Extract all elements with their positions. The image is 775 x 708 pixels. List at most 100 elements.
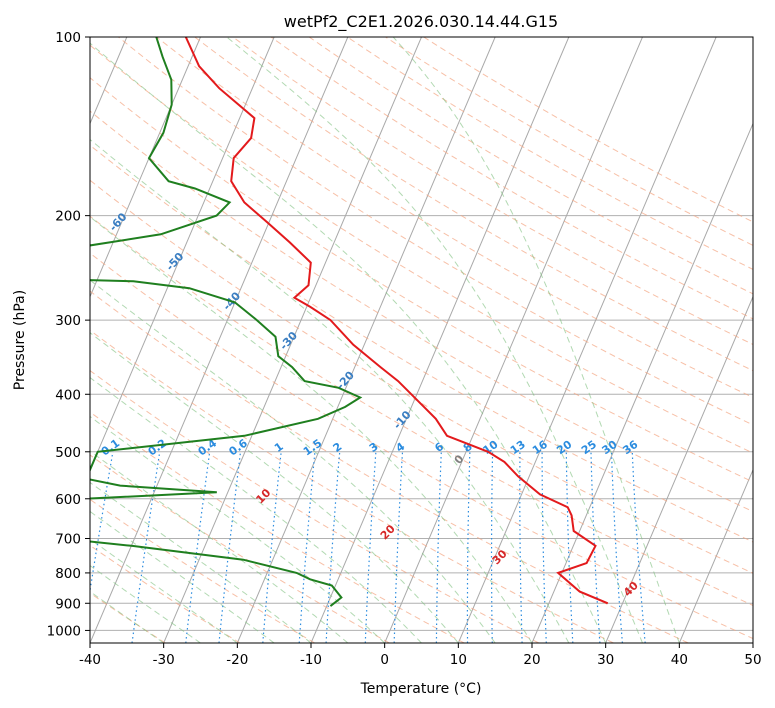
x-tick-label: -10 — [300, 652, 322, 668]
mixing-ratio-line — [519, 451, 523, 643]
x-tick-label: 30 — [597, 652, 614, 668]
dry-adiabat-label: 40 — [621, 579, 641, 599]
dry-adiabat-line — [156, 37, 753, 399]
mixing-ratio-line — [631, 451, 646, 643]
isotherm-line — [163, 37, 422, 643]
chart-title: wetPf2_C2E1.2026.030.14.44.G15 — [284, 12, 558, 32]
dry-adiabat-line — [90, 44, 753, 454]
isotherm-line — [605, 295, 753, 643]
mixing-ratio-label: 13 — [508, 438, 528, 457]
mixing-ratio-label: 4 — [393, 440, 407, 455]
mixing-ratio-line — [466, 451, 471, 643]
moist-adiabat-line — [90, 481, 312, 643]
mixing-ratio-label: 30 — [600, 438, 620, 458]
y-tick-label: 900 — [55, 596, 81, 612]
y-tick-label: 1000 — [47, 623, 81, 639]
mixing-ratio-line — [185, 451, 211, 643]
dry-adiabat-line — [90, 411, 465, 643]
y-tick-label: 200 — [55, 209, 81, 225]
moist-adiabat-line — [90, 376, 422, 643]
isotherm-label: -60 — [107, 210, 130, 234]
isotherm-label: -10 — [391, 408, 414, 432]
mixing-ratio-line — [262, 451, 282, 643]
dry-adiabat-line — [90, 369, 540, 643]
mixing-ratio-line — [364, 451, 377, 643]
mixing-ratio-line — [590, 451, 601, 643]
mixing-ratio-label: 20 — [554, 438, 574, 458]
mixing-ratio-line — [435, 451, 442, 643]
mixing-ratio-label: 2 — [331, 440, 345, 455]
x-tick-label: 0 — [380, 652, 389, 668]
mixing-ratio-label: 1.5 — [301, 437, 324, 459]
isotherm-label: -70 — [50, 171, 73, 195]
isotherm-line — [457, 37, 717, 643]
moist-adiabat-line — [90, 42, 607, 643]
dry-adiabat-line — [308, 37, 753, 295]
moist-adiabat-line — [90, 279, 496, 643]
mixing-ratio-label: 6 — [432, 440, 446, 455]
y-tick-label: 100 — [55, 30, 81, 46]
dry-adiabat-line — [90, 215, 753, 606]
moist-adiabat-line — [226, 37, 643, 643]
dry-adiabat-line — [194, 37, 753, 372]
mixing-ratio-label: 0.2 — [146, 437, 169, 459]
dry-adiabat-line — [90, 329, 614, 643]
dry-adiabat-line — [90, 179, 753, 574]
x-tick-label: 40 — [671, 652, 688, 668]
isotherm-line — [236, 37, 496, 643]
isotherm-line — [752, 641, 753, 643]
mixing-ratio-label: 36 — [620, 438, 640, 458]
mixing-ratio-line — [298, 451, 316, 643]
moist-adiabat-line — [90, 216, 533, 643]
isotherm-line — [90, 37, 275, 472]
dry-adiabat-line — [90, 110, 753, 513]
dry-adiabat-label: 10 — [253, 486, 273, 506]
dry-adiabat-line — [90, 252, 753, 640]
dry-adiabat-line — [232, 37, 753, 346]
isotherm-label: -80 — [0, 131, 16, 155]
moist-adiabat-line — [90, 538, 238, 643]
mixing-ratio-line — [490, 451, 494, 643]
dry-adiabat-line — [118, 37, 753, 426]
moist-adiabat-line — [90, 510, 275, 643]
mixing-ratio-line — [610, 451, 623, 643]
isotherm-line — [531, 122, 753, 643]
dewpoint-profile-line — [90, 37, 363, 607]
isotherm-line — [384, 37, 643, 643]
plot-frame — [89, 36, 754, 644]
isotherm-line — [678, 468, 753, 643]
mixing-ratio-line — [325, 451, 341, 643]
mixing-ratio-label: 3 — [367, 440, 381, 455]
dry-adiabat-label: 30 — [490, 547, 510, 567]
mixing-ratio-label: 25 — [579, 438, 599, 457]
y-tick-label: 800 — [55, 566, 81, 582]
y-axis-label: Pressure (hPa) — [12, 290, 28, 390]
moist-adiabat-line — [392, 37, 680, 643]
isotherm-label: -50 — [163, 250, 186, 274]
dry-adiabat-line — [385, 37, 753, 246]
y-tick-label: 600 — [55, 492, 81, 508]
x-tick-label: -40 — [79, 652, 101, 668]
dry-adiabat-line — [270, 37, 753, 320]
moist-adiabat-line — [90, 590, 164, 643]
y-tick-label: 700 — [55, 532, 81, 548]
mixing-ratio-line — [541, 451, 547, 643]
isotherm-line — [90, 37, 201, 298]
x-tick-label: -20 — [226, 652, 248, 668]
mixing-ratio-label: 1 — [272, 440, 286, 455]
dry-adiabat-line — [90, 77, 753, 483]
x-tick-label: -30 — [153, 652, 175, 668]
isotherm-line — [310, 37, 570, 643]
dry-adiabat-line — [90, 144, 753, 543]
dry-adiabat-line — [90, 498, 315, 643]
x-axis-label: Temperature (°C) — [360, 681, 482, 697]
isotherm-line — [90, 37, 349, 643]
y-tick-label: 400 — [55, 387, 81, 403]
x-tick-label: 50 — [744, 652, 761, 668]
mixing-ratio-line — [218, 451, 242, 643]
mixing-ratio-line — [90, 451, 114, 595]
y-tick-label: 500 — [55, 445, 81, 461]
dry-adiabat-line — [90, 544, 241, 643]
x-tick-label: 20 — [523, 652, 540, 668]
